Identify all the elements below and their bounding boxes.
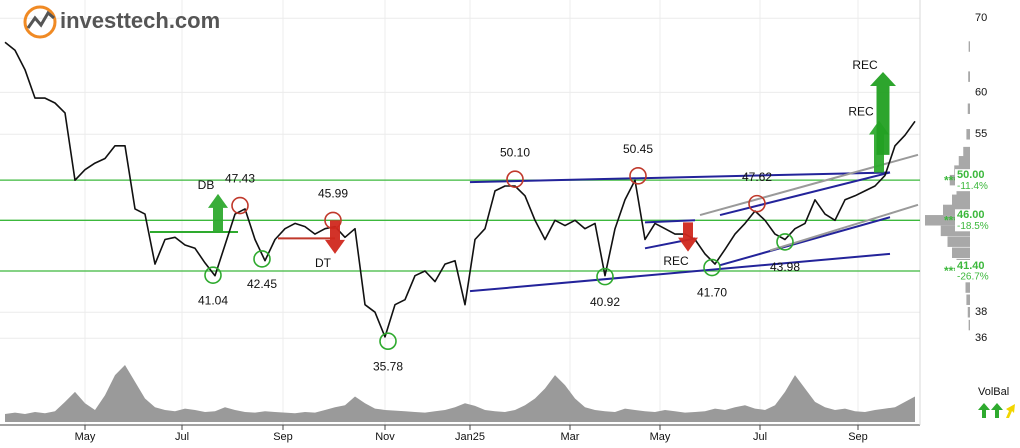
level-rating: *** — [944, 213, 958, 227]
extreme-label: 43.98 — [770, 260, 800, 274]
level-label: 41.40 — [957, 260, 985, 272]
trend-line — [469, 252, 891, 293]
volume-label: VolBal — [978, 386, 1009, 398]
level-change: -26.7% — [957, 272, 989, 283]
volume-profile-bar — [925, 215, 970, 226]
trend-line — [769, 203, 919, 252]
price-line — [4, 41, 916, 338]
extreme-marker — [506, 170, 524, 188]
volbal-arrow — [991, 403, 1003, 418]
volume-area — [5, 365, 915, 422]
volume-profile-bar — [968, 71, 970, 82]
volbal-arrow — [1006, 404, 1015, 418]
signal-label: DT — [315, 256, 332, 270]
x-tick-label: Jul — [753, 431, 767, 443]
y-tick-label: 38 — [975, 306, 987, 318]
level-change: -11.4% — [957, 181, 988, 192]
volume-profile-bar — [966, 129, 970, 140]
level-box — [955, 169, 1013, 192]
volume-profile-bar — [966, 294, 970, 305]
trend-line — [719, 216, 891, 267]
extreme-marker — [748, 194, 766, 213]
extreme-label: 50.10 — [500, 145, 530, 159]
y-tick-label: 36 — [975, 332, 987, 344]
extreme-label: 41.70 — [697, 286, 727, 300]
volume-profile-bar — [967, 307, 970, 318]
logo: investtech.com — [23, 5, 220, 39]
logo-icon — [23, 5, 57, 39]
y-tick-label: 70 — [975, 12, 987, 24]
y-tick-label: 55 — [975, 128, 987, 140]
grid — [0, 0, 920, 425]
extreme-label: 45.99 — [318, 187, 348, 201]
logo-icon-line — [26, 10, 55, 29]
extreme-marker — [776, 233, 794, 251]
trend-line — [644, 219, 696, 224]
extreme-marker — [629, 167, 647, 185]
x-tick-label: Sep — [273, 431, 293, 443]
level-box — [955, 260, 1013, 283]
extreme-label: 35.78 — [373, 359, 403, 373]
extreme-marker — [596, 267, 614, 286]
signal-label: REC — [852, 58, 878, 72]
volume-profile-bar — [952, 247, 970, 258]
signal-arrow — [678, 222, 698, 252]
x-tick-label: May — [650, 431, 671, 443]
signal-label: REC — [848, 105, 874, 119]
volume-profile-bar — [968, 319, 970, 331]
extreme-marker — [231, 196, 249, 215]
x-tick-label: Sep — [848, 431, 868, 443]
extreme-label: 50.45 — [623, 142, 653, 156]
extreme-marker — [204, 266, 222, 285]
x-tick-label: Nov — [375, 431, 395, 443]
volbal-icons — [978, 403, 1015, 418]
volume-profile-bar — [963, 146, 970, 158]
extreme-label: 47.43 — [225, 172, 255, 186]
trend-line — [469, 171, 891, 184]
x-tick-label: Jul — [175, 431, 189, 443]
x-tick-label: May — [75, 431, 96, 443]
volume-profile-bar — [965, 282, 970, 293]
signal-label: REC — [663, 254, 689, 268]
extreme-marker — [253, 250, 271, 268]
level-change: -18.5% — [957, 221, 989, 232]
x-tick-label: Mar — [561, 431, 580, 443]
level-box — [955, 209, 1013, 232]
signal-arrow — [208, 193, 228, 232]
extreme-label: 42.45 — [247, 277, 277, 291]
level-label: 50.00 — [957, 169, 985, 181]
extreme-label: 41.04 — [198, 293, 228, 307]
level-rating: *** — [944, 173, 958, 187]
signal-arrow — [325, 220, 345, 254]
level-rating: *** — [944, 264, 958, 278]
logo-text: investtech.com — [60, 8, 220, 33]
volume-profile-bar — [968, 41, 970, 52]
x-tick-label: Jan25 — [455, 431, 485, 443]
trend-line — [719, 171, 891, 217]
volume-profile-bar — [952, 194, 970, 206]
extreme-label: 40.92 — [590, 295, 620, 309]
y-tick-label: 60 — [975, 86, 987, 98]
volbal-arrow — [978, 403, 990, 418]
signal-label: DB — [198, 178, 215, 192]
extreme-marker — [379, 332, 397, 351]
trend-line — [699, 153, 919, 217]
volume-profile-bar — [958, 156, 970, 167]
extreme-label: 47.62 — [742, 170, 772, 184]
volume-profile-bar — [967, 103, 970, 114]
signal-arrow — [870, 71, 896, 155]
level-label: 46.00 — [957, 209, 985, 221]
extreme-marker — [703, 258, 721, 277]
volume-profile-bar — [947, 236, 970, 247]
